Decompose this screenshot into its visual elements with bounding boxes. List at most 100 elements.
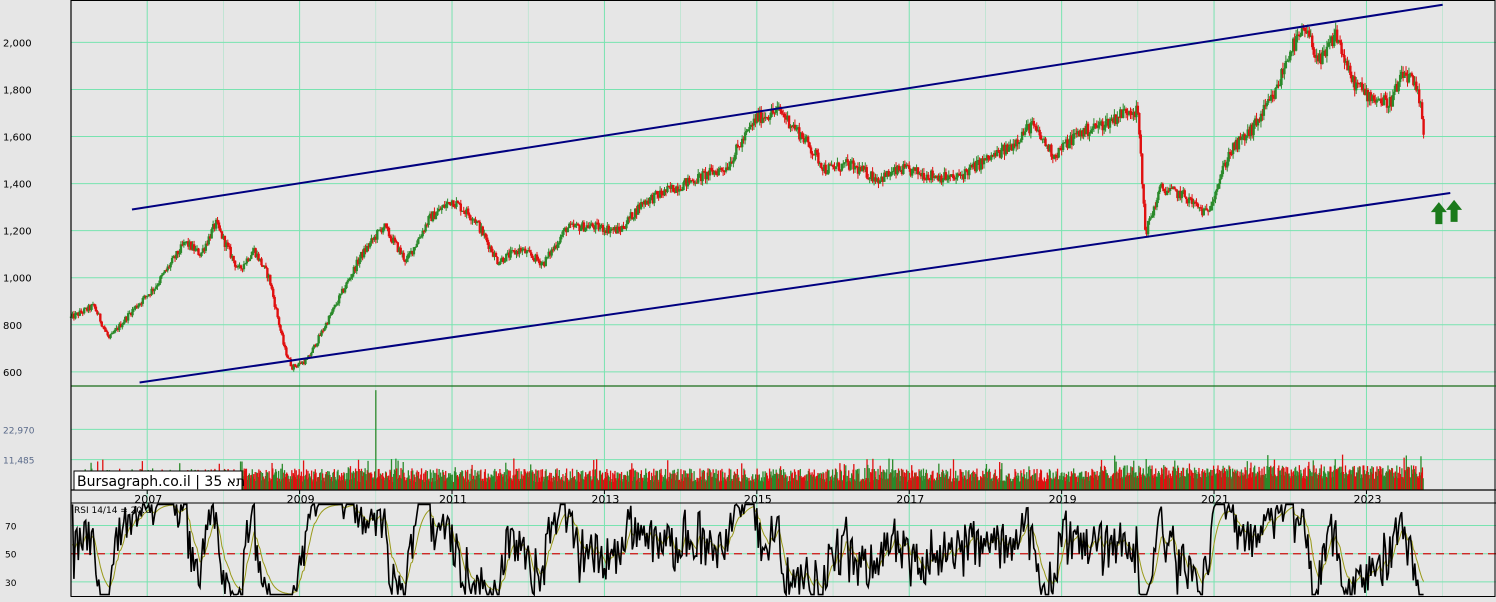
candle-body: [1171, 186, 1175, 189]
candle-body: [680, 190, 684, 192]
candle-body: [821, 168, 824, 172]
candle-body: [169, 263, 172, 268]
candle-body: [570, 223, 574, 225]
candle-body: [211, 224, 215, 230]
candle-body: [598, 227, 602, 230]
candle-body: [1198, 207, 1201, 209]
candle-body: [1306, 30, 1310, 34]
candle-body: [1258, 118, 1261, 122]
candle-body: [497, 264, 501, 266]
candle-body: [437, 208, 441, 212]
candle-body: [1146, 220, 1150, 235]
candle-body: [75, 312, 79, 314]
candle-body: [566, 228, 569, 233]
candle-body: [109, 334, 112, 338]
candle-body: [594, 222, 597, 230]
candle-body: [959, 174, 962, 176]
candle-body: [689, 180, 693, 183]
candle-body: [591, 223, 594, 227]
candle-body: [790, 125, 794, 127]
candle-body: [1324, 50, 1327, 57]
candle-body: [1259, 113, 1263, 122]
candle-body: [298, 362, 301, 365]
candle-body: [962, 174, 965, 179]
candle-body: [845, 159, 848, 163]
candle-body: [1064, 139, 1068, 143]
x-tick-label: 2017: [896, 493, 924, 506]
candle-body: [1120, 109, 1123, 118]
candle-body: [71, 313, 74, 317]
candle-body: [379, 229, 382, 231]
candle-body: [343, 288, 347, 293]
candle-body: [711, 169, 715, 175]
candle-body: [956, 173, 959, 178]
candle-body: [1420, 102, 1424, 119]
candle-body: [88, 305, 92, 310]
candle-body: [1352, 76, 1355, 82]
candle-body: [1248, 129, 1251, 136]
candle-body: [1136, 105, 1140, 114]
candle-body: [644, 200, 647, 205]
candle-body: [820, 163, 823, 169]
candle-body: [93, 303, 96, 307]
candle-body: [858, 166, 861, 174]
candle-body: [295, 366, 298, 368]
candle-body: [1265, 102, 1269, 107]
candle-body: [318, 335, 322, 337]
candle-body: [154, 286, 158, 289]
candle-body: [584, 227, 587, 232]
candle-body: [686, 177, 690, 187]
candle-body: [80, 310, 83, 313]
candle-body: [1176, 190, 1179, 199]
candle-body: [373, 236, 376, 240]
candle-body: [390, 238, 394, 243]
candle-body: [184, 241, 187, 243]
candle-body: [110, 332, 114, 335]
candle-body: [607, 225, 611, 234]
candle-body: [1267, 99, 1270, 103]
candle-body: [954, 177, 958, 180]
candle-body: [96, 311, 99, 315]
candle-body: [642, 200, 646, 205]
candle-body: [436, 211, 439, 216]
candle-body: [157, 283, 161, 286]
candle-body: [141, 298, 145, 304]
candle-body: [443, 204, 446, 208]
candle-body: [1072, 133, 1075, 145]
candle-body: [1354, 82, 1358, 91]
candle-body: [871, 171, 874, 182]
candle-body: [796, 127, 800, 129]
candle-body: [1318, 53, 1321, 62]
candle-body: [431, 211, 435, 222]
candle-body: [1086, 123, 1090, 136]
candle-body: [1231, 143, 1235, 155]
candle-body: [248, 258, 251, 261]
candle-body: [269, 274, 272, 285]
candle-body: [150, 288, 153, 295]
candle-body: [1119, 109, 1122, 118]
candle-body: [990, 155, 993, 160]
candle-body: [745, 131, 748, 133]
candle-body: [592, 226, 596, 230]
candle-body: [1390, 96, 1393, 107]
candle-body: [1308, 30, 1311, 37]
candle-body: [787, 115, 791, 129]
candle-body: [654, 191, 657, 193]
candle-body: [1337, 40, 1340, 43]
candle-body: [475, 221, 479, 223]
candle-body: [304, 359, 307, 365]
candle-body: [918, 173, 921, 175]
candle-body: [175, 251, 178, 259]
candle-body: [1277, 84, 1280, 86]
candle-body: [371, 238, 375, 240]
candle-body: [843, 162, 846, 164]
candle-body: [244, 263, 247, 265]
candle-body: [206, 243, 209, 245]
candle-body: [965, 169, 968, 172]
candle-body: [299, 362, 303, 364]
candle-body: [636, 204, 640, 215]
candle-body: [1240, 137, 1244, 140]
candle-body: [572, 223, 575, 228]
candle-body: [386, 226, 389, 228]
candle-body: [527, 250, 530, 252]
